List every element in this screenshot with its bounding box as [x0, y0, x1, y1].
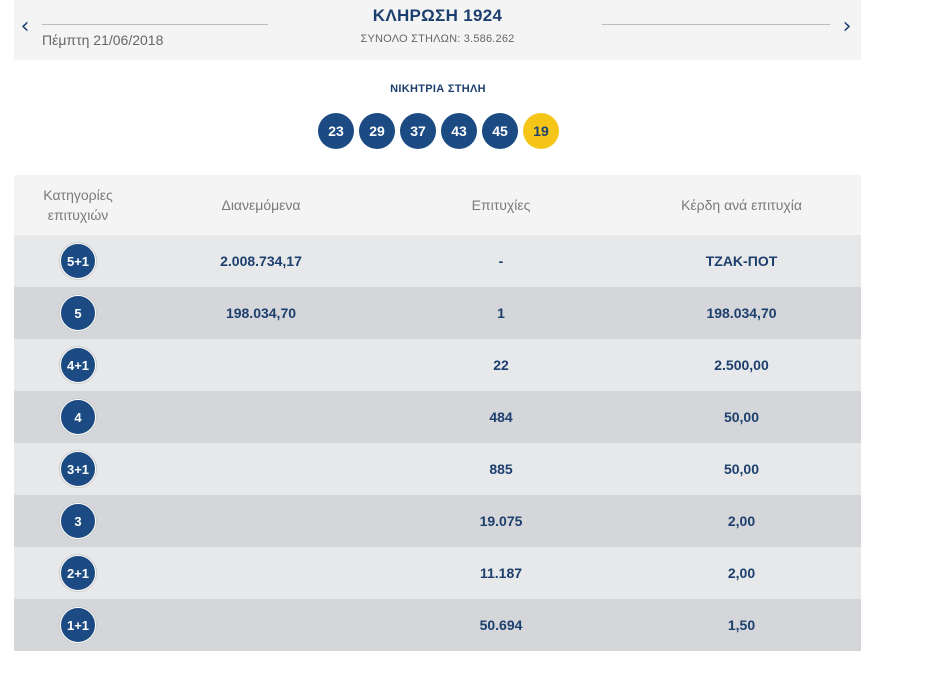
wins-cell: 885 [380, 443, 622, 495]
wins-cell: 484 [380, 391, 622, 443]
distributed-cell [142, 495, 380, 547]
prize-cell: 2,00 [622, 547, 861, 599]
header-category-line2: επιτυχιών [47, 207, 109, 223]
winning-column-label: ΝΙΚΗΤΡΙΑ ΣΤΗΛΗ [390, 83, 486, 95]
distributed-cell [142, 547, 380, 599]
distributed-cell [142, 339, 380, 391]
category-badge: 4+1 [60, 347, 96, 383]
wins-cell: 22 [380, 339, 622, 391]
chevron-right-icon[interactable]: › [842, 14, 852, 39]
divider-right [602, 24, 830, 25]
prize-cell: 198.034,70 [622, 287, 861, 339]
distributed-cell [142, 443, 380, 495]
category-badge: 3+1 [60, 451, 96, 487]
wins-cell: 50.694 [380, 599, 622, 651]
distributed-cell: 2.008.734,17 [142, 235, 380, 287]
table-row: 4 484 50,00 [14, 391, 861, 443]
divider-left [42, 24, 268, 25]
winning-number-ball: 29 [359, 113, 395, 149]
joker-number-ball: 19 [523, 113, 559, 149]
winning-number-ball: 43 [441, 113, 477, 149]
distributed-cell [142, 599, 380, 651]
header-category: Κατηγορίες επιτυχιών [14, 175, 142, 235]
prize-cell: 50,00 [622, 391, 861, 443]
table-row: 3+1 885 50,00 [14, 443, 861, 495]
category-badge: 5+1 [60, 243, 96, 279]
results-table: Κατηγορίες επιτυχιών Διανεμόμενα Επιτυχί… [14, 175, 861, 651]
distributed-cell [142, 391, 380, 443]
table-row: 3 19.075 2,00 [14, 495, 861, 547]
total-columns: ΣΥΝΟΛΟ ΣΤΗΛΩΝ: 3.586.262 [360, 33, 515, 45]
draw-title: ΚΛΗΡΩΣΗ 1924 [372, 6, 503, 25]
header-prize: Κέρδη ανά επιτυχία [622, 175, 861, 235]
category-badge: 3 [60, 503, 96, 539]
prize-cell: 1,50 [622, 599, 861, 651]
winning-number-ball: 23 [318, 113, 354, 149]
category-badge: 1+1 [60, 607, 96, 643]
header-wins: Επιτυχίες [380, 175, 622, 235]
wins-cell: 11.187 [380, 547, 622, 599]
table-row: 4+1 22 2.500,00 [14, 339, 861, 391]
table-row: 1+1 50.694 1,50 [14, 599, 861, 651]
header-category-line1: Κατηγορίες [43, 187, 113, 203]
distributed-cell: 198.034,70 [142, 287, 380, 339]
wins-cell: 19.075 [380, 495, 622, 547]
chevron-left-icon[interactable]: ‹ [20, 14, 30, 39]
prize-cell: 2.500,00 [622, 339, 861, 391]
category-badge: 2+1 [60, 555, 96, 591]
prize-cell: 50,00 [622, 443, 861, 495]
wins-cell: - [380, 235, 622, 287]
table-row: 5+1 2.008.734,17 - ΤΖΑΚ-ΠΟΤ [14, 235, 861, 287]
table-row: 2+1 11.187 2,00 [14, 547, 861, 599]
draw-header: ‹ Πέμπτη 21/06/2018 ΚΛΗΡΩΣΗ 1924 ΣΥΝΟΛΟ … [14, 0, 861, 60]
wins-cell: 1 [380, 287, 622, 339]
table-row: 5 198.034,70 1 198.034,70 [14, 287, 861, 339]
prize-cell: ΤΖΑΚ-ΠΟΤ [622, 235, 861, 287]
category-badge: 4 [60, 399, 96, 435]
draw-date: Πέμπτη 21/06/2018 [42, 32, 164, 48]
winning-number-ball: 45 [482, 113, 518, 149]
winning-number-ball: 37 [400, 113, 436, 149]
winning-numbers: 23 29 37 43 45 19 [318, 113, 559, 149]
table-header-row: Κατηγορίες επιτυχιών Διανεμόμενα Επιτυχί… [14, 175, 861, 235]
prize-cell: 2,00 [622, 495, 861, 547]
category-badge: 5 [60, 295, 96, 331]
header-distributed: Διανεμόμενα [142, 175, 380, 235]
